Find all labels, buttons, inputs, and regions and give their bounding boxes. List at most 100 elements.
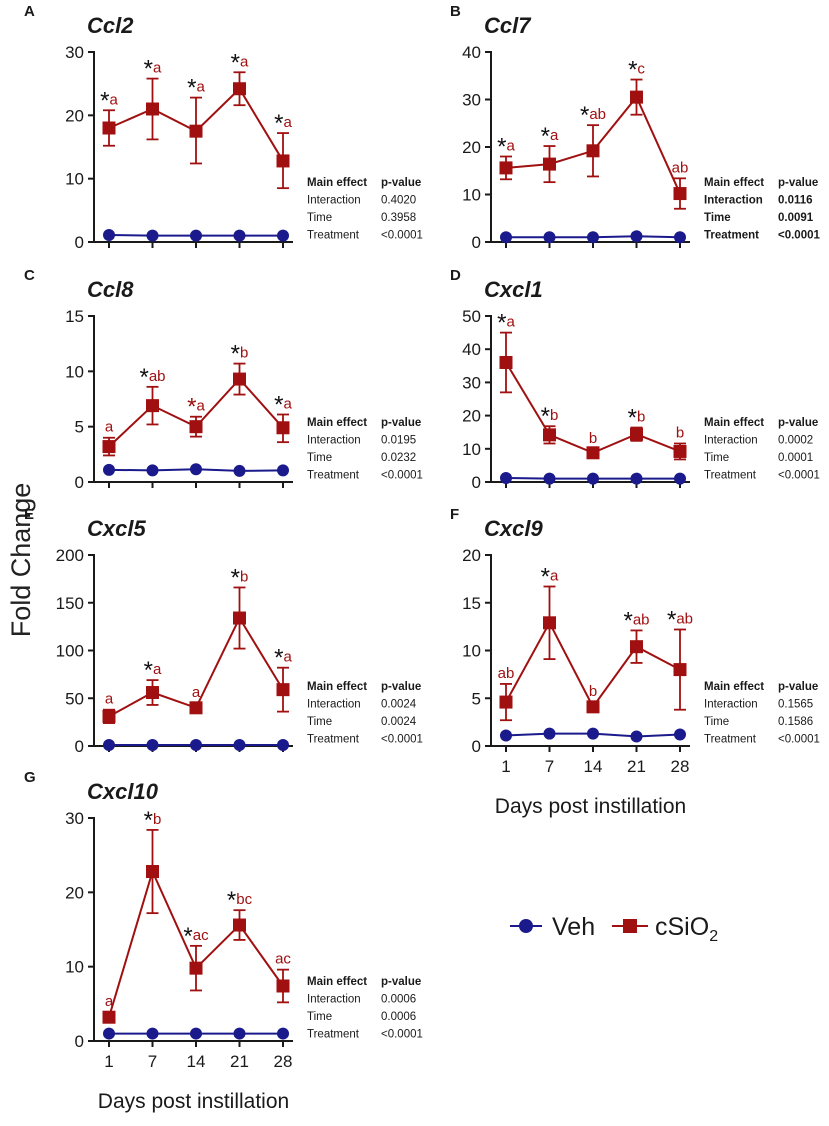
stats-pvalue: <0.0001 [778, 734, 820, 746]
data-point [102, 709, 116, 723]
significance-label: *a [144, 56, 162, 83]
significance-letters: a [550, 127, 559, 144]
data-point [146, 739, 159, 752]
significance-star: * [144, 56, 153, 83]
significance-letters: a [507, 314, 516, 331]
data-point [276, 154, 290, 168]
y-tick-label: 20 [462, 138, 481, 157]
significance-letters: b [240, 568, 248, 585]
significance-letters: ac [193, 927, 209, 944]
data-point [146, 229, 159, 242]
x-tick-label: 7 [545, 757, 554, 776]
data-point [189, 124, 203, 138]
data-point [189, 961, 203, 975]
y-tick-label: 5 [472, 689, 481, 708]
y-tick-label: 30 [462, 373, 481, 392]
series-veh [500, 230, 686, 244]
y-tick-label: 0 [472, 473, 481, 492]
stats-pvalue: 0.1565 [778, 699, 813, 711]
x-tick-label: 7 [148, 1052, 157, 1071]
x-tick-label: 1 [501, 757, 510, 776]
significance-star: * [187, 394, 196, 421]
significance-star: * [227, 887, 236, 914]
data-point [673, 444, 687, 458]
significance-letters: ab [676, 610, 693, 627]
y-tick-label: 0 [472, 233, 481, 252]
stats-pvalue: 0.0116 [778, 195, 813, 207]
data-point [543, 727, 556, 740]
significance-letters: ab [498, 665, 515, 682]
stats-effect: Time [307, 212, 332, 224]
data-point [190, 463, 202, 476]
panel-title: Ccl8 [87, 277, 134, 302]
significance-label: *a [497, 310, 515, 337]
significance-label: *ab [139, 364, 165, 391]
stats-header-effect: Main effect [704, 681, 764, 693]
data-point [233, 739, 246, 752]
stats-effect: Treatment [704, 230, 759, 242]
y-tick-label: 15 [462, 594, 481, 613]
data-point [103, 463, 115, 476]
significance-star: * [580, 102, 589, 129]
y-tick-label: 5 [75, 418, 84, 437]
stats-effect: Interaction [307, 435, 361, 447]
stats-header-effect: Main effect [704, 177, 764, 189]
data-point [674, 728, 686, 741]
significance-label: ac [275, 951, 291, 968]
stats-effect: Treatment [307, 734, 360, 746]
significance-star: * [144, 657, 153, 684]
data-point [587, 727, 599, 740]
data-point [233, 229, 246, 242]
data-point [630, 472, 643, 485]
x-tick-label: 21 [230, 1052, 249, 1071]
series-veh [103, 1027, 289, 1040]
significance-letters: a [197, 79, 206, 96]
x-tick-label: 1 [104, 1052, 113, 1071]
panel-title: Ccl7 [484, 13, 532, 38]
significance-star: * [139, 364, 148, 391]
series-veh [103, 229, 289, 242]
significance-letters: bc [236, 891, 252, 908]
significance-star: * [231, 49, 240, 76]
significance-label: *b [231, 564, 249, 591]
stats-pvalue: 0.1586 [778, 716, 813, 728]
y-tick-label: 15 [65, 307, 84, 326]
y-tick-label: 10 [462, 440, 481, 459]
stats-pvalue: <0.0001 [778, 470, 820, 482]
data-point [586, 700, 600, 714]
data-point [499, 695, 513, 709]
data-point [189, 420, 203, 434]
data-point [277, 464, 289, 477]
significance-star: * [144, 807, 153, 834]
significance-label: *a [274, 391, 292, 418]
panel-letter: E [24, 506, 34, 523]
significance-letters: a [192, 684, 201, 701]
significance-letters: a [153, 60, 162, 77]
data-point [500, 729, 512, 742]
significance-letters: b [550, 407, 558, 424]
y-tick-label: 20 [65, 106, 84, 125]
data-point [499, 355, 513, 369]
y-tick-label: 20 [462, 407, 481, 426]
significance-label: *a [541, 564, 559, 591]
significance-star: * [541, 403, 550, 430]
stats-header-effect: Main effect [307, 177, 367, 189]
significance-letters: b [637, 409, 645, 426]
significance-letters: ab [672, 159, 689, 176]
significance-letters: a [153, 661, 162, 678]
data-point [233, 918, 246, 932]
significance-label: *b [628, 405, 646, 432]
data-point [276, 421, 290, 435]
significance-label: *a [100, 87, 118, 114]
significance-star: * [623, 607, 632, 634]
panel-title: Cxcl5 [87, 516, 146, 541]
stats-pvalue: 0.0232 [381, 452, 416, 464]
significance-letters: a [105, 419, 114, 436]
legend-csio2-marker [623, 919, 637, 933]
significance-star: * [274, 645, 283, 672]
stats-effect: Treatment [307, 1029, 360, 1041]
significance-label: a [192, 684, 201, 701]
data-point [146, 102, 159, 116]
